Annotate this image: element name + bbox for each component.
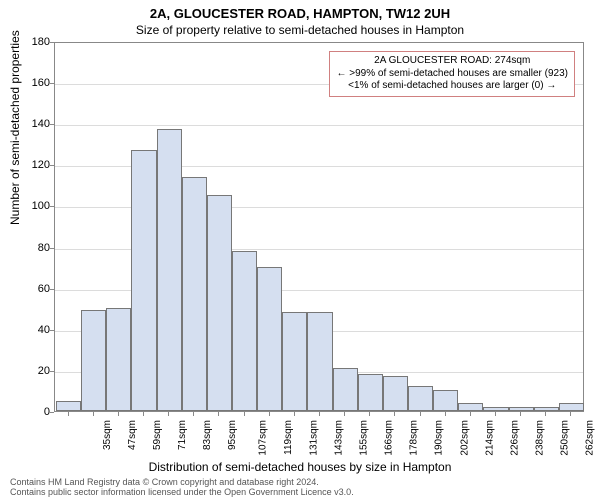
- x-tick-mark: [344, 412, 345, 416]
- y-tick-label: 40: [20, 324, 50, 336]
- y-tick-mark: [50, 165, 54, 166]
- histogram-bar: [534, 407, 559, 411]
- y-tick-label: 0: [20, 406, 50, 418]
- histogram-bar: [358, 374, 383, 411]
- histogram-bar: [106, 308, 131, 411]
- x-tick-label: 190sqm: [434, 420, 445, 456]
- x-tick-mark: [244, 412, 245, 416]
- x-tick-mark: [193, 412, 194, 416]
- x-tick-mark: [218, 412, 219, 416]
- x-tick-label: 238sqm: [535, 420, 546, 456]
- x-tick-mark: [420, 412, 421, 416]
- y-tick-mark: [50, 248, 54, 249]
- legend-line-3: <1% of semi-detached houses are larger (…: [336, 80, 568, 93]
- x-tick-mark: [470, 412, 471, 416]
- histogram-bar: [282, 312, 307, 411]
- histogram-bar: [408, 386, 433, 411]
- histogram-bar: [509, 407, 534, 411]
- x-tick-mark: [319, 412, 320, 416]
- x-tick-mark: [118, 412, 119, 416]
- footer-line-1: Contains HM Land Registry data © Crown c…: [10, 477, 319, 487]
- x-tick-label: 35sqm: [102, 420, 113, 450]
- x-tick-mark: [269, 412, 270, 416]
- plot-area: 2A GLOUCESTER ROAD: 274sqm ← >99% of sem…: [54, 42, 584, 412]
- histogram-bar: [257, 267, 282, 411]
- footer-attribution: Contains HM Land Registry data © Crown c…: [10, 478, 354, 498]
- y-tick-label: 20: [20, 365, 50, 377]
- legend-line-1: 2A GLOUCESTER ROAD: 274sqm: [336, 55, 568, 68]
- histogram-bar: [559, 403, 584, 411]
- histogram-bar: [307, 312, 332, 411]
- bars-group: [55, 43, 583, 411]
- x-tick-mark: [143, 412, 144, 416]
- legend-line-2: ← >99% of semi-detached houses are small…: [336, 68, 568, 81]
- x-tick-label: 214sqm: [484, 420, 495, 456]
- x-axis-label: Distribution of semi-detached houses by …: [0, 460, 600, 474]
- y-tick-mark: [50, 371, 54, 372]
- y-tick-label: 160: [20, 77, 50, 89]
- histogram-bar: [182, 177, 207, 411]
- x-tick-label: 71sqm: [177, 420, 188, 450]
- x-tick-mark: [545, 412, 546, 416]
- x-tick-label: 107sqm: [258, 420, 269, 456]
- chart-container: 2A, GLOUCESTER ROAD, HAMPTON, TW12 2UH S…: [0, 0, 600, 500]
- y-tick-mark: [50, 412, 54, 413]
- x-tick-mark: [369, 412, 370, 416]
- histogram-bar: [131, 150, 156, 411]
- histogram-bar: [383, 376, 408, 411]
- x-tick-label: 59sqm: [152, 420, 163, 450]
- x-tick-label: 166sqm: [384, 420, 395, 456]
- histogram-bar: [458, 403, 483, 411]
- y-tick-label: 100: [20, 200, 50, 212]
- x-tick-mark: [445, 412, 446, 416]
- y-tick-label: 60: [20, 283, 50, 295]
- legend-box: 2A GLOUCESTER ROAD: 274sqm ← >99% of sem…: [329, 51, 575, 97]
- histogram-bar: [483, 407, 508, 411]
- x-tick-mark: [495, 412, 496, 416]
- x-tick-label: 226sqm: [509, 420, 520, 456]
- histogram-bar: [433, 390, 458, 411]
- x-tick-mark: [294, 412, 295, 416]
- page-subtitle: Size of property relative to semi-detach…: [0, 21, 600, 41]
- histogram-bar: [157, 129, 182, 411]
- x-tick-label: 202sqm: [459, 420, 470, 456]
- histogram-bar: [81, 310, 106, 411]
- x-tick-mark: [93, 412, 94, 416]
- x-tick-label: 83sqm: [202, 420, 213, 450]
- x-tick-label: 143sqm: [333, 420, 344, 456]
- histogram-bar: [232, 251, 257, 411]
- y-tick-mark: [50, 206, 54, 207]
- y-tick-mark: [50, 124, 54, 125]
- y-tick-mark: [50, 83, 54, 84]
- x-tick-label: 131sqm: [308, 420, 319, 456]
- x-tick-label: 95sqm: [227, 420, 238, 450]
- x-tick-label: 119sqm: [282, 420, 293, 455]
- y-tick-mark: [50, 289, 54, 290]
- histogram-bar: [56, 401, 81, 411]
- y-tick-label: 120: [20, 159, 50, 171]
- histogram-bar: [207, 195, 232, 411]
- x-tick-label: 47sqm: [127, 420, 138, 450]
- footer-line-2: Contains public sector information licen…: [10, 487, 354, 497]
- x-tick-label: 155sqm: [359, 420, 370, 456]
- x-tick-label: 178sqm: [409, 420, 420, 456]
- y-tick-mark: [50, 42, 54, 43]
- y-tick-label: 140: [20, 118, 50, 130]
- histogram-bar: [333, 368, 358, 411]
- x-tick-mark: [68, 412, 69, 416]
- x-tick-mark: [168, 412, 169, 416]
- x-tick-mark: [394, 412, 395, 416]
- x-tick-mark: [520, 412, 521, 416]
- y-tick-label: 80: [20, 242, 50, 254]
- x-tick-mark: [570, 412, 571, 416]
- x-tick-label: 250sqm: [560, 420, 571, 456]
- page-title: 2A, GLOUCESTER ROAD, HAMPTON, TW12 2UH: [0, 0, 600, 21]
- y-tick-label: 180: [20, 36, 50, 48]
- y-tick-mark: [50, 330, 54, 331]
- x-tick-label: 262sqm: [585, 420, 596, 456]
